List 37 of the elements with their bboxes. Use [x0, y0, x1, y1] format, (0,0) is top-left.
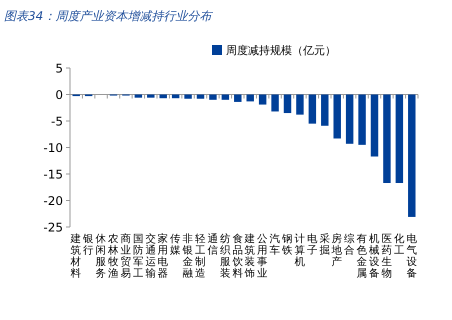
x-tick-label: 综合: [344, 232, 356, 256]
x-tick-label: 银行: [82, 233, 94, 256]
y-tick-label: -20: [43, 194, 63, 208]
x-tick-label: 电气设备: [406, 232, 418, 280]
x-tick-label: 电子: [306, 232, 318, 256]
x-tick-label: 计算机: [294, 232, 306, 268]
x-tick-label: 化工: [394, 233, 405, 256]
legend-label: 周度减持规模（亿元）: [226, 44, 336, 57]
x-tick-label: 传媒: [170, 233, 182, 256]
y-tick-label: -25: [43, 220, 63, 234]
x-tick-label: 休闲服务: [96, 233, 107, 280]
x-tick-label: 交通运输: [145, 232, 156, 280]
x-tick-label: 房地产: [330, 232, 343, 268]
x-tick-label: 通信: [207, 232, 218, 256]
y-tick-label: -15: [43, 168, 63, 182]
x-tick-label: 家用电器: [158, 232, 169, 280]
x-tick-label: 建筑装饰: [244, 232, 256, 280]
x-tick-label: 公用事业: [257, 233, 268, 280]
x-tick-label: 食品饮料: [231, 233, 244, 280]
y-tick-label: 0: [55, 88, 63, 102]
x-tick-label: 纺织服装: [220, 232, 231, 280]
x-tick-label: 商业贸易: [120, 232, 132, 280]
x-tick-label: 采掘: [319, 232, 330, 256]
x-tick-label: 有色金属: [356, 233, 368, 280]
x-tick-label: 农林牧渔: [107, 233, 119, 280]
x-tick-label: 建筑材料: [70, 232, 82, 280]
y-tick-label: 5: [55, 62, 63, 76]
y-tick-label: -10: [43, 141, 63, 155]
x-tick-label: 轻工制造: [195, 233, 206, 280]
x-tick-label: 钢铁: [281, 233, 293, 256]
x-tick-label: 非银金融: [182, 232, 194, 280]
x-tick-label: 汽车: [270, 233, 281, 256]
x-tick-label: 医药生物: [381, 233, 392, 280]
chart-title: 图表34：周度产业资本增减持行业分布: [4, 9, 214, 23]
x-tick-label: 国防军工: [132, 233, 144, 280]
y-tick-label: -5: [51, 114, 63, 128]
x-tick-label: 机械设备: [369, 233, 380, 280]
